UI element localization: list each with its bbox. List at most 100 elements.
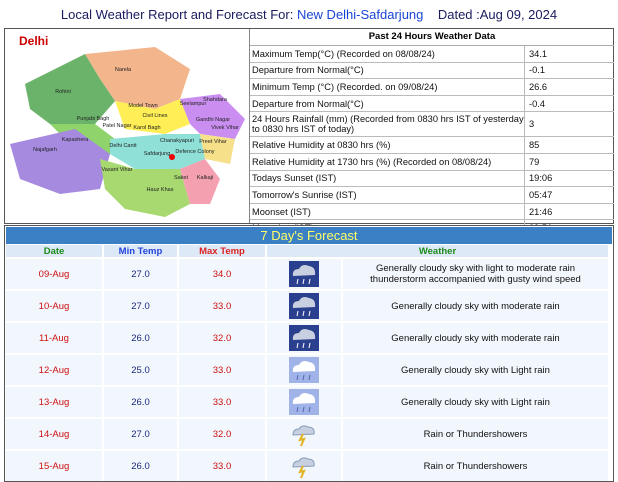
past-label: Todays Sunset (IST) <box>250 170 525 187</box>
icon-drop <box>308 374 311 381</box>
map-region <box>10 129 110 194</box>
weather-cell: Rain or Thundershowers <box>343 451 608 481</box>
icon-cloud <box>292 361 316 372</box>
map-label: Safdarjung <box>144 151 171 157</box>
forecast-title: 7 Day's Forecast <box>6 227 612 244</box>
map-label: Kalkaji <box>197 175 213 181</box>
past-value: 79 <box>529 156 540 167</box>
map-region <box>200 134 235 164</box>
map-label: Delhi Cantt <box>109 143 137 149</box>
past-value: 85 <box>529 140 540 151</box>
min-temp-cell: 26.0 <box>104 387 177 417</box>
date-cell: 09-Aug <box>6 259 102 289</box>
past-value: 19:06 <box>529 173 553 184</box>
past-label: Relative Humidity at 1730 hrs (%) (Recor… <box>250 153 525 170</box>
icon-cell <box>267 387 341 417</box>
map-label: Gandhi Nagar <box>196 117 230 123</box>
past-value: 21:46 <box>529 206 553 217</box>
map-label: Seelampur <box>180 101 207 107</box>
station-marker <box>169 154 175 160</box>
map-label: Civil Lines <box>142 113 167 119</box>
past-value: -0.1 <box>529 65 546 76</box>
icon-drop <box>296 406 299 413</box>
past-label: 24 Hours Rainfall (mm) (Recorded from 08… <box>252 112 525 137</box>
max-temp-cell: 33.0 <box>179 387 265 417</box>
past-24h-table: Past 24 Hours Weather Data Maximum Temp(… <box>249 29 614 237</box>
past-value: 3 <box>529 119 535 130</box>
map-label: Narela <box>115 67 132 73</box>
past-value: -0.4 <box>529 98 546 109</box>
icon-cloud <box>292 329 316 340</box>
past-value: 05:47 <box>529 189 553 200</box>
column-header: Weather <box>267 245 608 257</box>
weather-icon <box>292 425 315 447</box>
map-label: Rohini <box>55 89 71 95</box>
icon-drop <box>302 278 305 285</box>
icon-cloud <box>292 393 316 404</box>
icon-bolt <box>298 433 306 447</box>
weather-cell: Generally cloudy sky with Light rain <box>343 355 608 385</box>
past-row: Departure from Normal(°C) -0.1 <box>250 62 614 80</box>
min-temp-cell: 26.0 <box>104 451 177 481</box>
header-title: Local Weather Report and Forecast For: <box>60 7 294 22</box>
past-row: Relative Humidity at 1730 hrs (%) (Recor… <box>250 153 614 171</box>
map-region <box>180 94 245 139</box>
icon-drop <box>302 406 305 413</box>
map: Delhi Narela Rohini Model Town SeelampurSha… <box>10 34 245 217</box>
forecast-row: 14-Aug 27.0 32.0 Rain or Thundershowers <box>6 419 612 449</box>
map-label: Preet Vihar <box>199 139 227 145</box>
icon-drop <box>308 342 311 349</box>
forecast-row: 11-Aug 26.0 32.0 Generally cloudy sky with … <box>6 323 612 353</box>
past-row: Relative Humidity at 0830 hrs (%) 85 <box>250 137 614 154</box>
map-region <box>115 99 190 134</box>
icon-drop <box>296 342 299 349</box>
past-label: Maximum Temp(°C) (Recorded on 08/08/24) <box>250 46 525 62</box>
icon-cloud <box>292 457 315 468</box>
weather-cell: Generally cloudy sky with light to moder… <box>343 259 608 289</box>
icon-cloud <box>292 425 315 436</box>
forecast-row: 13-Aug 26.0 33.0 Generally cloudy sky with … <box>6 387 612 417</box>
weather-icon <box>289 357 319 383</box>
forecast-header: Date Min Temp Max Temp Weather <box>6 245 612 257</box>
forecast-row: 12-Aug 25.0 33.0 Generally cloudy sky with … <box>6 355 612 385</box>
weather-cell: Generally cloudy sky with moderate rain <box>343 323 608 353</box>
date-cell: 15-Aug <box>6 451 102 481</box>
icon-cloud <box>292 297 316 308</box>
map-label: Vivek Vihar <box>211 125 239 131</box>
past-row: Moonset (IST) 21:46 <box>250 203 614 221</box>
past-value: 34.1 <box>529 48 548 59</box>
date-cell: 11-Aug <box>6 323 102 353</box>
map-title: Delhi <box>19 34 48 48</box>
map-label: Model Town <box>128 103 157 109</box>
header-date: Dated :Aug 09, 2024 <box>437 7 558 22</box>
map-label: Defence Colony <box>175 149 214 155</box>
map-region <box>85 47 190 109</box>
icon-cell <box>267 259 341 289</box>
map-region <box>100 159 190 217</box>
forecast-row: 09-Aug 27.0 34.0 Generally cloudy sky with … <box>6 259 612 289</box>
min-temp-cell: 27.0 <box>104 291 177 321</box>
column-header: Min Temp <box>104 245 177 257</box>
header: Local Weather Report and Forecast For: N… <box>0 0 618 30</box>
past-row: 24 Hours Rainfall (mm) (Recorded from 08… <box>250 112 614 138</box>
icon-drop <box>302 310 305 317</box>
weather-cell: Generally cloudy sky with Light rain <box>343 387 608 417</box>
icon-drop <box>308 406 311 413</box>
weather-cell: Generally cloudy sky with moderate rain <box>343 291 608 321</box>
max-temp-cell: 33.0 <box>179 291 265 321</box>
past-label: Tomorrow's Sunrise (IST) <box>250 187 525 203</box>
weather-icon <box>289 325 319 351</box>
past-row: Maximum Temp(°C) (Recorded on 08/08/24) 3… <box>250 46 614 63</box>
top-panel: Delhi Narela Rohini Model Town Seelampur Sha… <box>4 28 614 237</box>
map-region <box>25 54 115 124</box>
icon-cell <box>267 419 341 449</box>
date-cell: 12-Aug <box>6 355 102 385</box>
icon-cell <box>267 355 341 385</box>
past-label: Departure from Normal(°C) <box>250 62 525 79</box>
icon-drop <box>302 342 305 349</box>
map-label: Patel Nagar <box>102 123 131 129</box>
past-row: Todays Sunset (IST) 19:06 <box>250 170 614 188</box>
max-temp-cell: 32.0 <box>179 323 265 353</box>
map-label: Najafgarh <box>33 147 57 153</box>
